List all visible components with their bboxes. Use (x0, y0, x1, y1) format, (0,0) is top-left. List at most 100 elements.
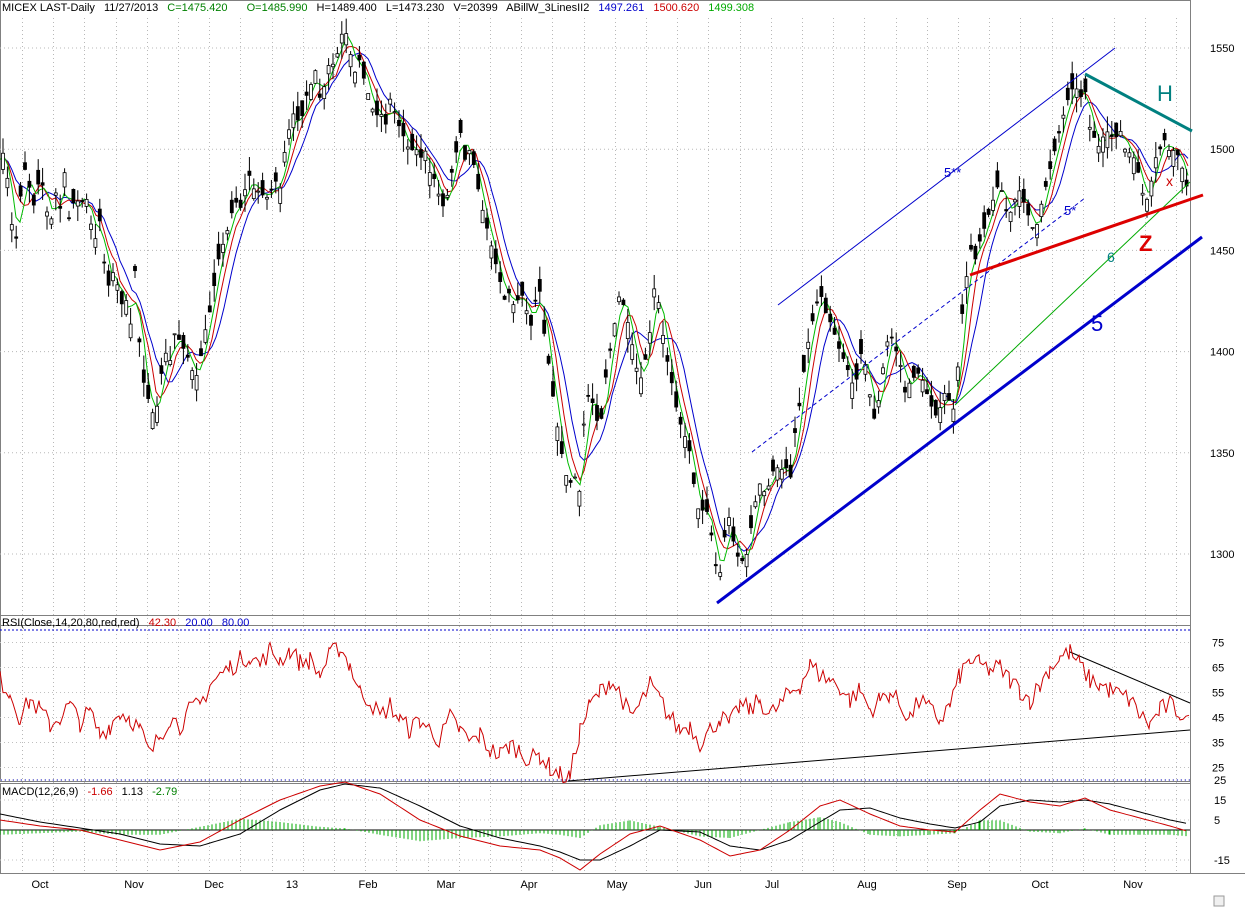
rsi-legend: RSI(Close,14,20,80,red,red) 42.30 20.00 … (2, 617, 249, 629)
price-candle-body (933, 399, 938, 416)
price-candle-body (652, 288, 657, 298)
price-candle-body (837, 341, 841, 349)
ma-red-line (0, 45, 1189, 551)
price-candle-body (995, 170, 1000, 188)
price-candle-body (467, 150, 472, 155)
price-candle-body (903, 386, 907, 393)
price-candle-body (476, 173, 481, 190)
price-candle-body (401, 122, 406, 137)
price-tick-label: 1350 (1210, 448, 1234, 460)
price-candle-body (58, 206, 63, 209)
price-candle-body (744, 554, 749, 568)
price-candle-body (982, 212, 987, 229)
price-candle-body (1039, 203, 1044, 217)
price-candle-body (603, 369, 608, 378)
price-candle-body (889, 336, 894, 339)
price-candle-body (537, 279, 542, 292)
price-candle-body (797, 402, 802, 407)
header-open: O=1485.990 (247, 2, 308, 14)
price-candle-body (282, 152, 287, 163)
price-candle-body (630, 344, 635, 360)
price-candle-body (524, 310, 529, 315)
price-candle-body (432, 173, 437, 179)
price-candle-body (287, 129, 291, 139)
price-candle-body (1057, 131, 1061, 134)
ma-blue-line (0, 52, 1189, 552)
price-candle-body (775, 467, 780, 481)
price-candle-body (832, 327, 837, 335)
price-candle-body (520, 281, 525, 296)
price-candle-body (612, 323, 617, 337)
price-candle-body (951, 408, 956, 422)
price-candle-body (709, 532, 714, 536)
price-candle-body (427, 172, 432, 186)
price-candle-body (115, 284, 120, 291)
price-candle-body (128, 323, 133, 339)
scroll-corner[interactable] (1213, 895, 1225, 907)
price-candle-body (1131, 157, 1136, 175)
price-candle-body (705, 499, 709, 512)
price-candle-body (740, 558, 745, 562)
price-candle-body (260, 180, 265, 196)
axis-labels: Oct Nov Dec 13 Feb Mar Apr May Jun Jul Aug Sep Oct No… (31, 43, 1234, 891)
price-candle-body (339, 33, 344, 44)
header-indicator: ABillW_3LinesII2 (506, 2, 589, 14)
annotation-wave-5-double-star: 5** (944, 165, 961, 180)
price-candle-body (529, 315, 533, 326)
price-candle-body (111, 272, 115, 282)
price-candle-body (265, 196, 269, 200)
price-candle-body (986, 208, 991, 215)
price-candle-body (779, 468, 784, 480)
price-candle-body (1184, 179, 1189, 187)
price-candle-body (815, 301, 819, 304)
price-candle-body (436, 193, 441, 197)
price-candle-body (700, 499, 705, 511)
macd-legend: MACD(12,26,9) -1.66 1.13 -2.79 (2, 786, 177, 798)
header-line-green: 1499.308 (708, 2, 754, 14)
price-candle-body (449, 168, 454, 173)
price-candle-body (911, 365, 916, 378)
x-axis-label: Jul (765, 879, 779, 891)
price-candle-body (661, 335, 665, 344)
rsi-tick-label: 25 (1212, 763, 1224, 775)
price-candle-body (317, 93, 322, 98)
price-candle-body (788, 464, 793, 478)
price-candle-body (31, 194, 36, 206)
price-candle-body (1136, 162, 1141, 173)
price-candle-body (383, 113, 388, 125)
header-line-red: 1500.620 (653, 2, 699, 14)
header-low: L=1473.230 (386, 2, 444, 14)
price-candle-body (309, 84, 313, 100)
macd-tick-label: 25 (1214, 775, 1226, 787)
price-candle-body (221, 243, 225, 253)
price-candle-body (969, 244, 973, 250)
rsi-tick-label: 55 (1212, 688, 1224, 700)
macd-label: MACD(12,26,9) (2, 786, 78, 798)
price-candle-body (53, 192, 58, 196)
price-candle-body (735, 552, 740, 557)
price-candle-body (793, 428, 797, 433)
price-candle-body (647, 332, 652, 344)
price-candle-body (863, 364, 868, 375)
price-candle-body (181, 335, 186, 349)
price-candle-body (568, 480, 573, 483)
price-candle-body (841, 352, 846, 359)
h-resistance-line (1084, 72, 1193, 133)
price-candle-body (691, 472, 696, 484)
price-candle-body (119, 291, 124, 305)
price-candle-body (493, 248, 498, 265)
channel-upper-line (777, 47, 1116, 306)
price-candle-body (753, 501, 758, 508)
price-candle-body (1035, 224, 1039, 239)
price-candle-body (511, 304, 516, 314)
price-candle-body (18, 185, 23, 197)
header-symbol: MICEX LAST-Daily (2, 2, 95, 14)
x-axis-label: May (607, 879, 628, 891)
price-candle-body (819, 286, 824, 297)
price-candle-body (942, 392, 947, 402)
price-candle-body (370, 108, 375, 113)
rsi-tick-label: 35 (1212, 738, 1224, 750)
price-candle-body (185, 354, 190, 358)
price-candle-body (643, 354, 648, 360)
price-candle-body (229, 199, 234, 214)
